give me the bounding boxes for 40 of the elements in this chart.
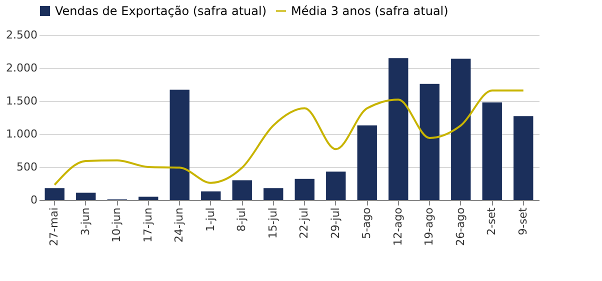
legend-label: Vendas de Exportação (safra atual) xyxy=(55,4,267,18)
bar xyxy=(482,102,502,200)
x-tick-label: 10-jun xyxy=(110,207,124,242)
x-tick-label: 27-mai xyxy=(48,208,61,246)
y-tick-label: 2.000 xyxy=(6,62,38,74)
bar xyxy=(44,188,64,200)
x-tick-label: 24-jun xyxy=(172,207,186,242)
bar xyxy=(76,192,96,200)
x-tick-label: 5-ago xyxy=(360,207,374,239)
x-tick-label: 22-jul xyxy=(298,208,311,239)
bar xyxy=(294,178,314,200)
x-tick-label: 12-ago xyxy=(391,207,404,246)
x-tick-label: 19-ago xyxy=(422,207,436,246)
x-tick-label: 1-jul xyxy=(204,208,217,232)
x-tick-label: 17-jun xyxy=(141,207,154,242)
bar xyxy=(326,172,346,200)
legend-label: Média 3 anos (safra atual) xyxy=(291,4,448,18)
y-tick-label: 500 xyxy=(16,160,38,174)
bar xyxy=(420,84,440,200)
y-tick-label: 0 xyxy=(30,194,38,206)
bar xyxy=(514,116,534,200)
bar xyxy=(264,188,284,200)
y-tick-label: 1.500 xyxy=(6,94,38,108)
x-tick-label: 2-set xyxy=(485,206,498,236)
bar xyxy=(388,58,408,200)
x-tick-label: 26-ago xyxy=(454,207,467,246)
x-tick-label: 8-jul xyxy=(235,208,248,232)
bar xyxy=(201,191,221,200)
x-tick-label: 15-jul xyxy=(266,208,280,239)
bar xyxy=(170,90,190,200)
x-tick-label: 3-jun xyxy=(78,207,92,236)
bar xyxy=(357,125,377,200)
bar xyxy=(232,180,252,200)
x-tick-label: 9-set xyxy=(516,206,530,236)
line-series xyxy=(54,89,524,186)
y-tick-label: 1.000 xyxy=(6,128,38,140)
x-tick-label: 29-jul xyxy=(328,208,342,239)
bar xyxy=(138,196,158,200)
bar xyxy=(451,58,471,200)
y-tick-label: 2.500 xyxy=(6,28,38,42)
